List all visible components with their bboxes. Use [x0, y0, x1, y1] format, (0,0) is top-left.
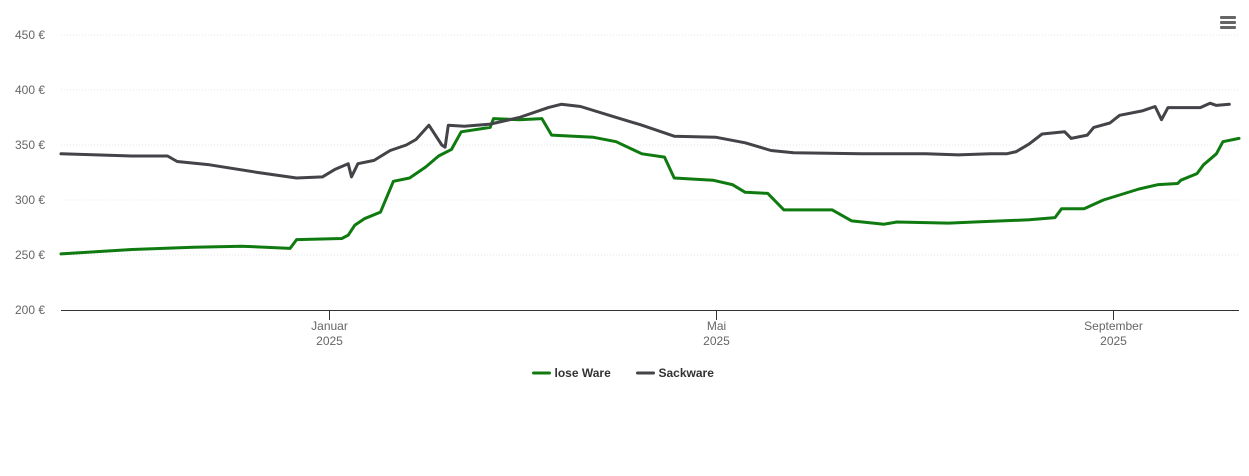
hamburger-menu-icon: [1220, 16, 1236, 29]
y-tick-label: 250 €: [15, 248, 45, 262]
legend-item-0[interactable]: lose Ware: [532, 366, 612, 380]
series-lines: [59, 101, 1241, 256]
x-tick-month-label: Mai: [707, 319, 726, 333]
legend-label: lose Ware: [555, 366, 612, 380]
y-tick-label: 450 €: [15, 28, 45, 42]
grid-lines: [61, 34, 1239, 256]
x-tick-month-label: September: [1084, 319, 1143, 333]
legend-item-1[interactable]: Sackware: [636, 366, 715, 380]
series-line-1[interactable]: [59, 101, 1231, 180]
legend: lose Ware Sackware: [532, 366, 715, 380]
y-axis: 200 € 250 € 300 € 350 € 400 € 450 €: [15, 28, 45, 317]
y-tick-label: 200 €: [15, 303, 45, 317]
y-tick-label: 350 €: [15, 138, 45, 152]
x-tick-year-label: 2025: [1100, 334, 1127, 348]
legend-label: Sackware: [659, 366, 715, 380]
y-tick-label: 400 €: [15, 83, 45, 97]
x-tick-year-label: 2025: [703, 334, 730, 348]
x-tick-month-label: Januar: [311, 319, 348, 333]
chart-menu-button[interactable]: [1219, 14, 1237, 30]
x-tick-year-label: 2025: [316, 334, 343, 348]
y-tick-label: 300 €: [15, 193, 45, 207]
series-line-0[interactable]: [59, 117, 1241, 256]
